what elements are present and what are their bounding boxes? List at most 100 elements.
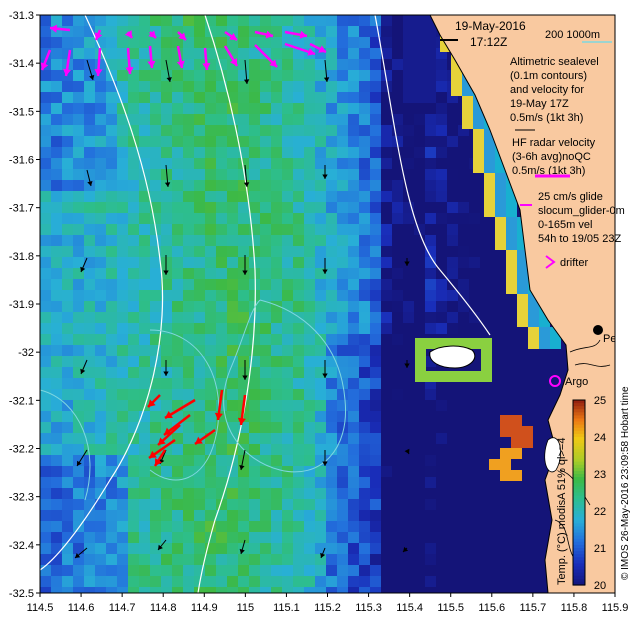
sst-cell — [425, 301, 436, 312]
colorbar-swatch — [573, 581, 585, 586]
sst-cell — [535, 444, 546, 455]
sst-cell — [315, 125, 326, 136]
sst-cell — [117, 268, 128, 279]
sst-cell — [381, 378, 392, 389]
sst-cell — [95, 224, 106, 235]
sst-cell — [205, 37, 216, 48]
sst-cell — [403, 37, 414, 48]
sst-cell — [447, 180, 458, 191]
sst-cell — [392, 81, 403, 92]
sst-cell — [337, 389, 348, 400]
sst-cell — [348, 543, 359, 554]
sst-cell — [128, 433, 139, 444]
sst-cell — [359, 499, 370, 510]
sst-cell — [381, 301, 392, 312]
colorbar-swatch — [573, 483, 585, 487]
sst-cell — [337, 37, 348, 48]
sst-cell — [348, 81, 359, 92]
sst-cell — [392, 125, 403, 136]
sst-cell — [95, 147, 106, 158]
argo-marker — [549, 375, 561, 387]
sst-cell — [447, 433, 458, 444]
sst-cell — [249, 202, 260, 213]
sst-coast-cell — [484, 140, 495, 151]
sst-cell — [40, 92, 51, 103]
arrow-head — [299, 30, 307, 39]
sst-cell — [51, 433, 62, 444]
sst-cell — [106, 488, 117, 499]
sst-cell — [51, 246, 62, 257]
sst-cell — [348, 268, 359, 279]
sst-coast-cell — [473, 129, 484, 140]
sst-cell — [117, 378, 128, 389]
sst-cell — [293, 301, 304, 312]
sst-cell — [293, 477, 304, 488]
sst-cell — [425, 191, 436, 202]
sst-cell — [106, 466, 117, 477]
sst-cell — [370, 158, 381, 169]
sst-cell — [84, 565, 95, 576]
drifter-label: drifter — [560, 257, 588, 269]
sst-cell — [447, 290, 458, 301]
sst-cell — [260, 257, 271, 268]
sst-cell — [326, 477, 337, 488]
sst-cell — [183, 48, 194, 59]
sst-cell — [447, 378, 458, 389]
sst-cell — [348, 532, 359, 543]
sst-cell — [414, 158, 425, 169]
sst-cell — [260, 301, 271, 312]
sst-cell — [194, 510, 205, 521]
sst-cell — [172, 279, 183, 290]
sst-cell — [40, 246, 51, 257]
sst-cell — [238, 290, 249, 301]
sst-cell — [524, 466, 535, 477]
sst-cell — [227, 433, 238, 444]
sst-cell — [469, 521, 480, 532]
sst-cell — [282, 147, 293, 158]
sst-cell — [337, 565, 348, 576]
sst-cell — [51, 257, 62, 268]
sst-cell — [557, 356, 568, 367]
sst-cell — [469, 323, 480, 334]
sst-cell — [480, 466, 491, 477]
glider-arrow — [148, 438, 176, 460]
sst-cell — [491, 477, 502, 488]
sst-cell — [458, 411, 469, 422]
sst-cell — [249, 378, 260, 389]
sst-cell — [293, 92, 304, 103]
sst-cell — [194, 235, 205, 246]
sst-cell — [436, 191, 447, 202]
sst-cell — [238, 367, 249, 378]
arrow-head — [318, 45, 326, 53]
sst-cell — [128, 334, 139, 345]
sst-cell — [139, 81, 150, 92]
sst-cell — [436, 246, 447, 257]
sst-cell — [194, 499, 205, 510]
sst-cell — [172, 433, 183, 444]
sst-cell — [315, 268, 326, 279]
sst-cell — [84, 444, 95, 455]
sst-coast-cell — [484, 195, 495, 206]
sst-cell — [502, 290, 513, 301]
sst-cell — [260, 70, 271, 81]
sst-cell — [172, 389, 183, 400]
sst-cell — [381, 180, 392, 191]
sst-cell — [491, 466, 502, 477]
colorbar-swatch — [573, 446, 585, 450]
colorbar-swatch — [573, 474, 585, 478]
sst-coast-cell — [517, 239, 528, 250]
sst-cell — [370, 103, 381, 114]
sst-cell — [403, 290, 414, 301]
sst-cell — [183, 268, 194, 279]
sst-cell — [238, 345, 249, 356]
sst-cell — [84, 59, 95, 70]
sst-cell — [260, 488, 271, 499]
sst-cell — [227, 444, 238, 455]
glider-arrow — [164, 398, 196, 420]
sst-cell — [161, 191, 172, 202]
sst-cell — [271, 510, 282, 521]
sst-cell — [491, 411, 502, 422]
sst-cell — [227, 92, 238, 103]
sst-cell — [469, 543, 480, 554]
